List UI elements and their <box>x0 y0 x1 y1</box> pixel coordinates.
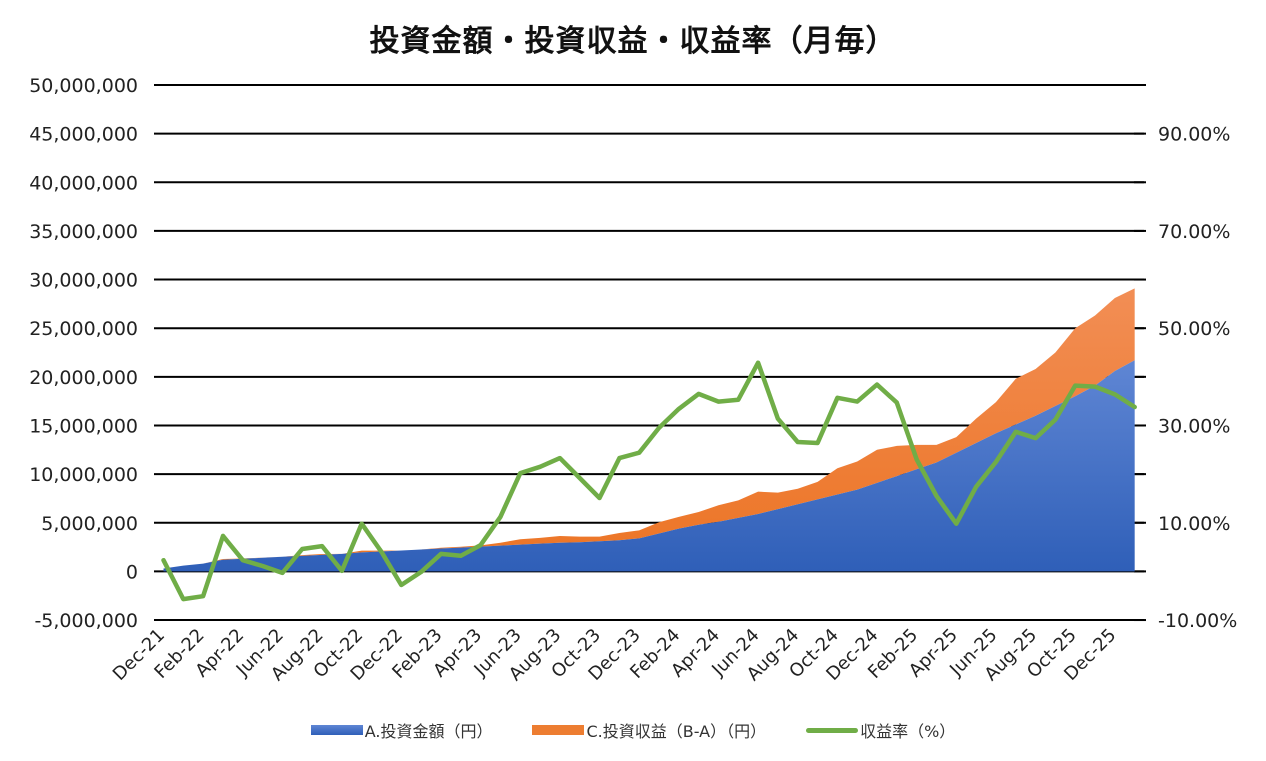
y-tick-label: 30,000,000 <box>29 270 138 292</box>
legend-label: C.投資収益（B-A）（円） <box>586 722 767 741</box>
stacked-areas <box>163 288 1135 572</box>
y-tick-label: 25,000,000 <box>29 318 138 340</box>
y-tick-label: 50,000,000 <box>29 75 138 97</box>
y-tick-label: 5,000,000 <box>41 513 138 535</box>
y-axis-left: 50,000,000 45,000,000 40,000,000 35,000,000… <box>29 75 138 632</box>
x-axis: Dec-21Feb-22Apr-22Jun-22Aug-22Oct-22Dec-… <box>109 625 1121 685</box>
legend-swatch-blue <box>310 725 363 735</box>
y-tick-label: 20,000,000 <box>29 367 138 389</box>
y2-tick-label: 30.00% <box>1158 415 1230 437</box>
legend: A.投資金額（円） C.投資収益（B-A）（円） 収益率（%） <box>0 718 1266 742</box>
legend-item-profit: C.投資収益（B-A）（円） <box>532 718 766 742</box>
legend-label: A.投資金額（円） <box>364 722 493 741</box>
y-tick-label: 40,000,000 <box>29 172 138 194</box>
y-tick-label: -5,000,000 <box>34 610 138 632</box>
chart-title: 投資金額・投資収益・収益率（月毎） <box>369 24 897 59</box>
y2-tick-label: 50.00% <box>1158 318 1230 340</box>
legend-item-return-rate: 収益率（%） <box>806 718 955 742</box>
y-axis-right: 90.00% 70.00% 50.00% 30.00% 10.00% -10.00% <box>1134 84 1237 632</box>
y-tick-label: 10,000,000 <box>29 464 138 486</box>
legend-item-investment: A.投資金額（円） <box>310 718 493 742</box>
y2-tick-label: 70.00% <box>1158 221 1230 243</box>
series-investment-area <box>163 360 1135 572</box>
y-tick-label: 15,000,000 <box>29 415 138 437</box>
legend-swatch-green-line <box>806 727 859 733</box>
y-tick-label: 35,000,000 <box>29 221 138 243</box>
series-return-rate-line <box>161 360 1137 602</box>
y-tick-label: 0 <box>126 561 138 583</box>
legend-swatch-orange <box>532 725 585 735</box>
legend-label: 収益率（%） <box>860 722 956 741</box>
y-tick-label: 45,000,000 <box>29 124 138 146</box>
y2-tick-label: 10.00% <box>1158 513 1230 535</box>
y2-tick-label: 90.00% <box>1158 124 1230 146</box>
y2-tick-label: -10.00% <box>1158 610 1237 632</box>
